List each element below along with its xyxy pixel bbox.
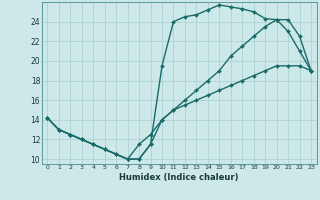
X-axis label: Humidex (Indice chaleur): Humidex (Indice chaleur) <box>119 173 239 182</box>
